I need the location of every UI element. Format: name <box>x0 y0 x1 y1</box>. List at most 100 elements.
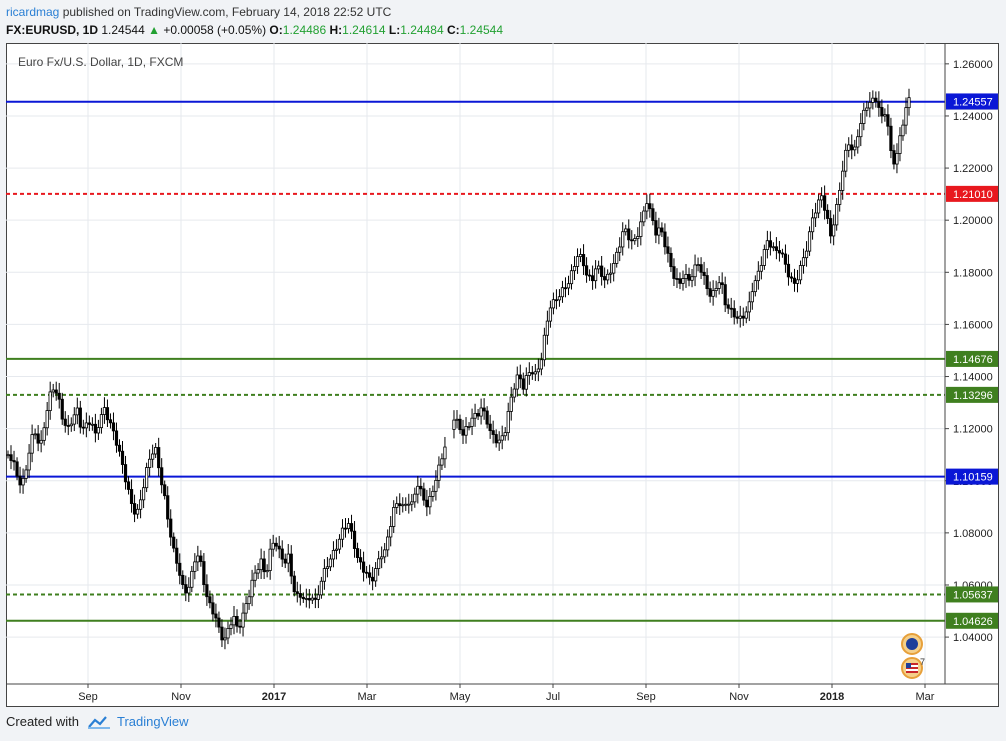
candle-up <box>331 550 336 560</box>
candle-down <box>355 548 360 559</box>
candle-up <box>39 439 43 444</box>
candle-down <box>699 264 703 273</box>
candle-down <box>343 527 348 530</box>
candle-up <box>684 273 688 280</box>
events-count: 7 <box>920 657 925 667</box>
eu-flag-icon[interactable] <box>901 633 923 655</box>
candle-up <box>756 270 760 282</box>
time-tick-label: Nov <box>171 691 191 703</box>
candle-down <box>600 265 604 277</box>
candle-up <box>271 542 275 550</box>
high-value: 1.24614 <box>342 23 386 37</box>
candle-up <box>856 136 860 148</box>
candle-up <box>154 447 158 455</box>
candle-up <box>871 97 875 103</box>
candle-up <box>75 407 79 416</box>
candle-up <box>196 555 200 563</box>
candle-up <box>597 265 601 270</box>
candle-up <box>533 371 537 375</box>
candle-up <box>416 485 420 495</box>
time-tick-label: Jul <box>546 691 560 703</box>
candle-down <box>458 418 462 431</box>
grid <box>6 43 945 684</box>
tradingview-logo-icon[interactable] <box>87 715 111 729</box>
candle-up <box>464 426 468 436</box>
candle-down <box>823 195 827 211</box>
candle-up <box>6 454 10 457</box>
candle-down <box>60 398 64 420</box>
candle-down <box>491 430 495 435</box>
candle-down <box>238 625 242 628</box>
candle-up <box>380 556 384 560</box>
candle-down <box>741 315 745 319</box>
candle-up <box>771 246 775 249</box>
candle-down <box>708 288 712 297</box>
candle-up <box>750 291 754 303</box>
us-flag-icon[interactable] <box>901 657 923 679</box>
candle-up <box>816 199 821 214</box>
candle-down <box>461 429 465 436</box>
candle-up <box>337 538 342 550</box>
candle-up <box>193 561 197 572</box>
candle-up <box>138 499 143 510</box>
candle-up <box>711 290 715 297</box>
candle-down <box>792 277 797 284</box>
candle-down <box>108 419 113 424</box>
candle-up <box>346 523 351 529</box>
candle-down <box>482 407 486 412</box>
price-tick-label: 1.22000 <box>953 163 993 175</box>
candle-up <box>681 278 685 284</box>
candle-up <box>738 315 742 319</box>
chart-frame <box>6 43 999 707</box>
candle-down <box>352 530 357 549</box>
candle-up <box>898 135 902 154</box>
candle-up <box>410 501 414 505</box>
candle-up <box>515 374 519 390</box>
candle-up <box>657 227 661 236</box>
candle-up <box>455 418 459 421</box>
close-label: C: <box>446 23 460 37</box>
candle-down <box>603 276 607 281</box>
candle-up <box>256 569 260 574</box>
candle-up <box>51 389 55 393</box>
candle-up <box>33 433 37 436</box>
candle-up <box>452 419 456 430</box>
price-chart[interactable]: 1.26000 1.24000 1.22000 1.20000 1.18000 1.160… <box>6 43 999 707</box>
candle-up <box>428 496 432 508</box>
candle-up <box>895 153 899 165</box>
candle-down <box>777 250 782 254</box>
candle-down <box>720 282 724 286</box>
tradingview-link[interactable]: TradingView <box>116 714 189 729</box>
candle-up <box>30 434 34 454</box>
candles <box>6 88 911 650</box>
candle-down <box>220 626 224 641</box>
candle-up <box>316 594 320 600</box>
candle-down <box>81 426 85 429</box>
author-link[interactable]: ricardmag <box>6 5 60 19</box>
candle-down <box>111 422 116 432</box>
candle-up <box>322 568 327 582</box>
candle-down <box>425 499 429 508</box>
candle-down <box>735 316 739 319</box>
candle-up <box>765 240 769 250</box>
candle-down <box>313 597 317 600</box>
candle-down <box>880 107 884 117</box>
candle-down <box>9 454 13 461</box>
up-arrow-icon: ▲ <box>148 23 160 37</box>
candle-down <box>283 558 287 564</box>
candle-down <box>732 308 736 318</box>
candle-down <box>768 240 772 248</box>
candle-up <box>575 256 580 267</box>
candle-down <box>208 596 212 604</box>
candle-up <box>223 637 227 641</box>
candle-up <box>798 265 803 281</box>
chart-title: Euro Fx/U.S. Dollar, 1D, FXCM <box>18 55 183 69</box>
publish-info: published on TradingView.com, February 1… <box>62 5 392 19</box>
candle-up <box>401 504 405 507</box>
candle-up <box>609 272 613 275</box>
candle-up <box>594 268 598 282</box>
candle-down <box>678 278 682 284</box>
level-label-box <box>946 586 998 603</box>
time-scale[interactable]: Sep Nov 2017 Mar May Jul Sep Nov 2018 Mar <box>78 684 935 703</box>
candle-up <box>500 435 504 441</box>
